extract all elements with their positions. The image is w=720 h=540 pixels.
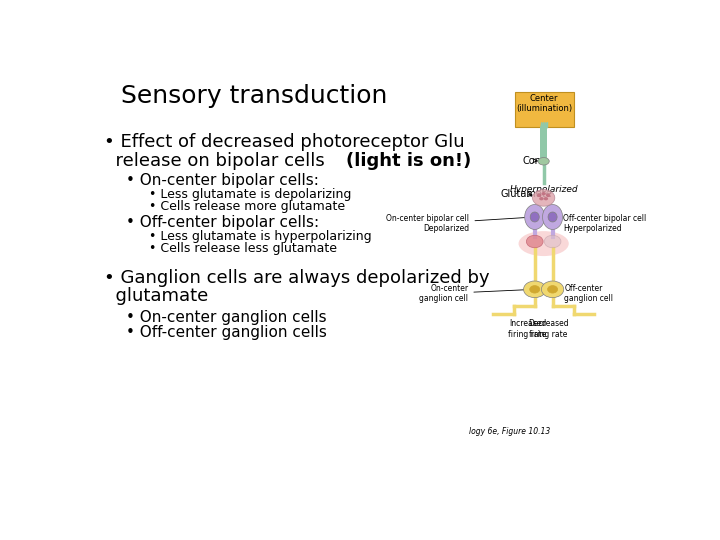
Text: Cone: Cone [523, 156, 547, 166]
Text: logy 6e, Figure 10.13: logy 6e, Figure 10.13 [469, 427, 551, 436]
Text: Increased
firing rate: Increased firing rate [508, 319, 546, 339]
Text: release on bipolar cells: release on bipolar cells [104, 152, 330, 170]
Ellipse shape [537, 194, 541, 197]
Text: • Cells release less glutamate: • Cells release less glutamate [148, 242, 336, 255]
Text: • Off-center ganglion cells: • Off-center ganglion cells [126, 325, 327, 340]
Text: • Less glutamate is depolarizing: • Less glutamate is depolarizing [148, 188, 351, 201]
Bar [540, 127, 547, 158]
Text: glutamate: glutamate [104, 287, 208, 305]
Ellipse shape [523, 281, 546, 298]
Text: • Cells release more glutamate: • Cells release more glutamate [148, 199, 345, 213]
Text: Off-center
ganglion cell: Off-center ganglion cell [557, 284, 613, 303]
Text: Off-center bipolar cell
Hyperpolarized: Off-center bipolar cell Hyperpolarized [557, 214, 647, 233]
Ellipse shape [547, 286, 557, 293]
Text: • Less glutamate is hyperpolarizing: • Less glutamate is hyperpolarizing [148, 230, 372, 244]
Ellipse shape [543, 205, 562, 230]
Text: Sensory transduction: Sensory transduction [121, 84, 387, 107]
Text: Hyperpolarized: Hyperpolarized [509, 185, 578, 193]
Ellipse shape [518, 231, 569, 256]
Ellipse shape [533, 190, 555, 206]
Text: Glutamate: Glutamate [500, 189, 552, 199]
Text: release on bipolar cells: release on bipolar cells [104, 152, 330, 170]
Text: • On-center ganglion cells: • On-center ganglion cells [126, 310, 327, 325]
Text: (light is on!): (light is on!) [346, 152, 472, 170]
Text: Decreased
firing rate: Decreased firing rate [528, 319, 569, 339]
Ellipse shape [526, 235, 543, 248]
Ellipse shape [525, 205, 545, 230]
Ellipse shape [544, 197, 548, 200]
Text: On-center
ganglion cell: On-center ganglion cell [419, 284, 531, 303]
Text: • Ganglion cells are always depolarized by: • Ganglion cells are always depolarized … [104, 268, 490, 287]
Ellipse shape [541, 281, 564, 298]
Text: • Off-center bipolar cells:: • Off-center bipolar cells: [126, 215, 320, 231]
Text: • On-center bipolar cells:: • On-center bipolar cells: [126, 173, 319, 188]
Ellipse shape [541, 192, 546, 195]
Ellipse shape [539, 197, 544, 200]
Bar [516, 92, 574, 127]
Ellipse shape [544, 235, 561, 248]
Ellipse shape [530, 286, 540, 293]
Ellipse shape [538, 158, 549, 165]
Ellipse shape [530, 212, 539, 222]
Text: • Effect of decreased photoreceptor Glu: • Effect of decreased photoreceptor Glu [104, 133, 464, 151]
Ellipse shape [548, 212, 557, 222]
Ellipse shape [546, 194, 550, 197]
Text: Center
(illumination): Center (illumination) [516, 94, 572, 113]
Text: On-center bipolar cell
Depolarized: On-center bipolar cell Depolarized [387, 214, 531, 233]
